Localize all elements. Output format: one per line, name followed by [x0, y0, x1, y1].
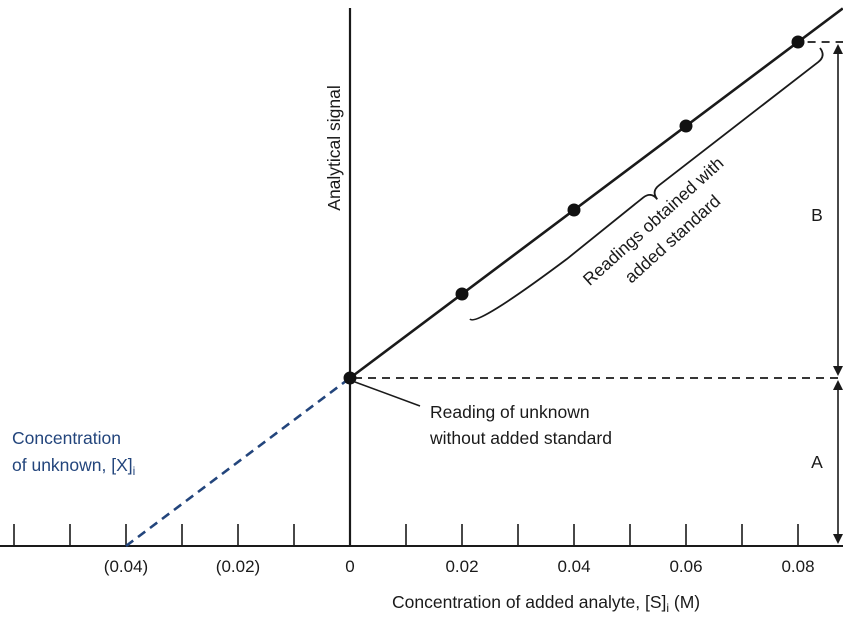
- extrapolation-line: [125, 376, 351, 548]
- dimension-arrows: [833, 44, 843, 544]
- x-tick-label: (0.04): [104, 557, 148, 576]
- dimension-arrow-b: [833, 44, 843, 376]
- x-axis-label: Concentration of added analyte, [S]i (M): [392, 592, 700, 615]
- data-point: [791, 35, 805, 49]
- dimension-label-a: A: [811, 452, 823, 472]
- unknown-reading-annotation: Reading of unknown without added standar…: [429, 402, 612, 448]
- x-tick-label: 0.04: [557, 557, 590, 576]
- data-point: [343, 371, 357, 385]
- x-tick-label: (0.02): [216, 557, 260, 576]
- x-axis-tick-labels: (0.04) (0.02) 0 0.02 0.04 0.06 0.08: [104, 557, 815, 576]
- data-point: [679, 119, 693, 133]
- x-tick-label: 0.08: [781, 557, 814, 576]
- readings-brace: [469, 47, 824, 321]
- y-axis-label: Analytical signal: [324, 85, 344, 210]
- fit-line: [349, 7, 843, 380]
- dimension-arrow-a: [833, 380, 843, 544]
- data-points: [343, 35, 805, 385]
- x-tick-label: 0.06: [669, 557, 702, 576]
- data-point: [567, 203, 581, 217]
- x-tick-label: 0: [345, 557, 354, 576]
- x-axis-ticks: [13, 524, 799, 546]
- x-tick-label: 0.02: [445, 557, 478, 576]
- unknown-leader-line: [354, 381, 421, 407]
- unknown-concentration-annotation: Concentration of unknown, [X]i: [12, 428, 135, 478]
- dimension-label-b: B: [811, 205, 823, 225]
- data-point: [455, 287, 469, 301]
